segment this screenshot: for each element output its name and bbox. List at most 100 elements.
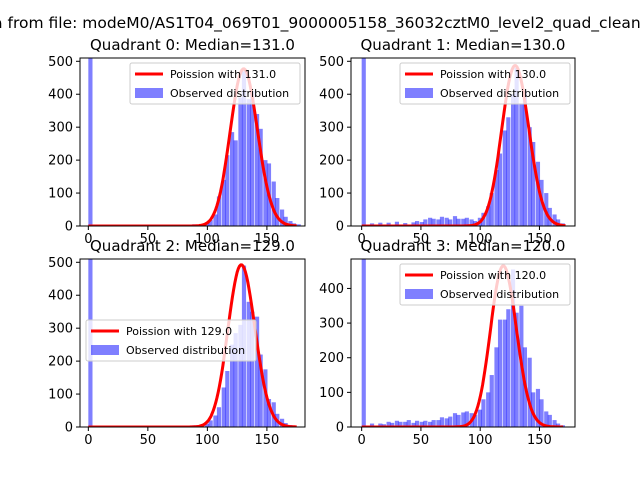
y-tick-label: 200 [48,355,73,370]
poisson-curve [361,64,566,226]
histogram-bar [258,354,263,427]
y-tick-label: 300 [48,121,73,136]
x-tick-label: 100 [468,232,493,247]
histogram-bar [423,219,428,226]
legend-label-observed: Observed distribution [170,87,289,100]
histogram-bar [452,216,458,226]
histogram-bar [275,198,280,226]
panel-title: Quadrant 3: Median=120.0 [361,237,566,255]
histogram-bar [205,423,210,427]
panel-quadrant-3: 0 50 100 150 0 100 200 300 400 Quadrant 3: Median… [319,237,576,448]
histogram-bar [469,219,474,226]
x-tick-label: 150 [254,232,279,247]
panel-quadrant-1: 0 50 100 150 0 100 200 300 400 500 Quadrant 1: Med… [319,36,576,247]
histogram-bar [497,153,503,226]
histogram-bar [547,414,552,427]
x-tick-label: 50 [140,232,157,247]
histogram-bar [431,218,436,226]
legend-label-poisson: Poission with 120.0 [440,269,546,282]
y-tick-label: 400 [319,282,344,297]
histogram-bar [494,347,499,427]
x-tick-label: 0 [84,232,92,247]
histogram-bar [448,219,453,226]
histogram-bar [250,311,255,427]
histogram-bar [369,423,375,427]
histogram-bar [208,220,213,226]
histogram-bar [497,319,503,427]
legend-label-poisson: Poission with 131.0 [170,68,276,81]
y-tick-label: 200 [319,351,344,366]
histogram-bar [406,420,411,427]
histogram-bar [283,216,288,226]
histogram-bar [502,319,507,427]
histogram-bar [263,369,268,427]
panel-title: Quadrant 1: Median=130.0 [361,36,566,54]
y-tick-label: 400 [319,88,344,103]
histogram-bar [263,160,268,226]
x-tick-label: 100 [195,232,220,247]
histogram-bar [552,420,557,427]
histogram-bar [213,214,218,226]
histogram-bar [225,371,230,427]
histogram-bar [266,399,272,427]
axes-frame [79,57,306,227]
histogram-bar [506,117,511,226]
histogram-bar [448,416,453,427]
histogram-bar [511,94,516,226]
plot-area [361,58,566,226]
histogram-bar [481,399,486,427]
y-tick-label: 100 [319,386,344,401]
histogram-bar [411,222,416,226]
y-tick-label: 500 [319,55,344,70]
x-tick-label: 0 [358,433,366,448]
histogram-bar [556,423,561,427]
histogram-bar [296,224,301,226]
histogram-bar [531,392,536,427]
histogram-bar [88,58,93,226]
histogram-bar [439,216,445,226]
histogram-bar [436,219,441,226]
legend-label-poisson: Poission with 129.0 [126,325,232,338]
histogram-bar [506,309,511,427]
histogram-bar [255,316,260,427]
figure-suptitle: Data from file: modeM0/AS1T04_069T01_900… [0,14,640,33]
histogram-bar [250,90,255,226]
histogram-bar [233,140,238,226]
histogram-bar [255,114,260,226]
histogram-bar [415,420,420,427]
histogram-bar [431,420,436,427]
histogram-bar [398,421,403,427]
histogram-bar [415,221,420,226]
y-tick-label: 300 [48,322,73,337]
histogram-bar [522,90,527,226]
histogram-bar [213,415,218,427]
histogram-bar [221,387,226,427]
histogram-bar [514,67,519,226]
x-tick-label: 100 [195,433,220,448]
histogram-bar [386,222,391,226]
legend: Poission with 129.0 Observed distribution [85,319,257,362]
histogram-bar [519,104,524,226]
y-tick-label: 0 [65,220,73,235]
y-tick-label: 200 [319,154,344,169]
y-tick-label: 400 [48,88,73,103]
histogram-bar [535,388,541,427]
legend-box [399,62,571,105]
histogram-bar [390,422,395,427]
histogram-bar [461,412,466,427]
histogram-bar [428,421,433,427]
histogram-bar [456,414,461,427]
legend: Poission with 131.0 Observed distribution [129,62,301,105]
histogram-bar [477,409,482,427]
histogram-bar [489,193,494,226]
legend-bar-swatch [91,345,119,355]
axes-frame [79,258,306,428]
histogram-bar [238,324,243,427]
legend-box [85,319,257,362]
histogram-bar [539,399,544,427]
histogram-bar [361,58,366,226]
histogram-bar [238,97,243,226]
histogram-bar [361,259,366,427]
y-tick-label: 0 [336,220,344,235]
